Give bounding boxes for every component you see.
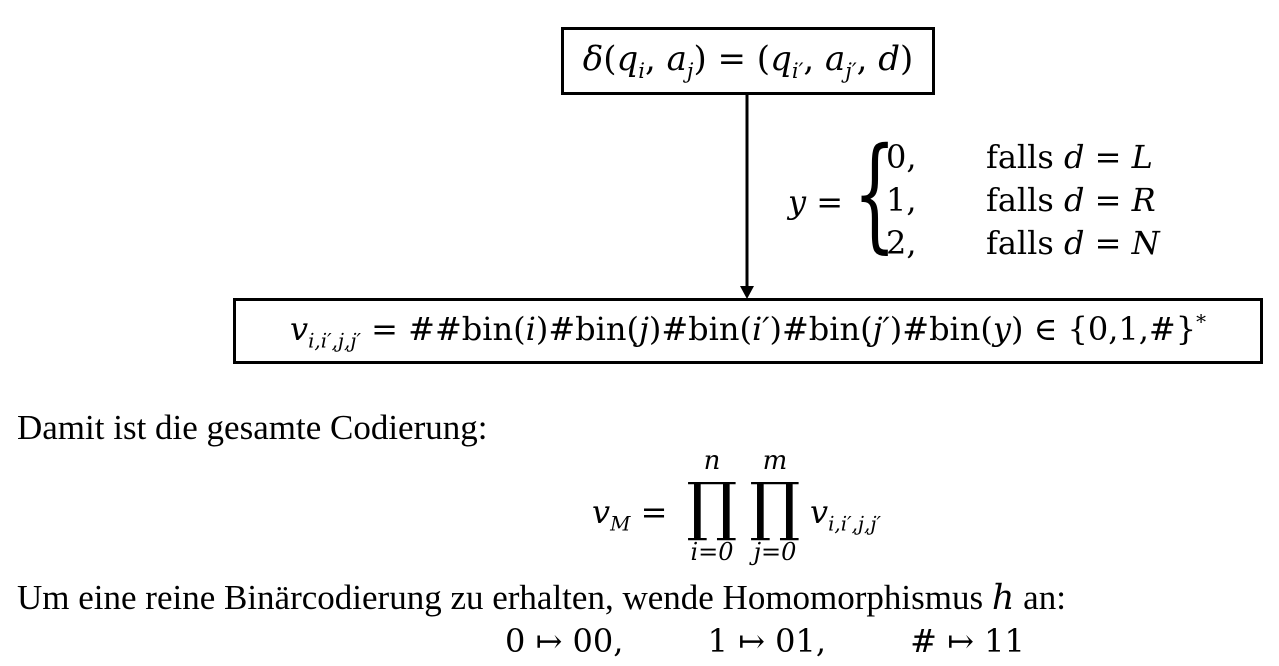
total-encoding-formula: vM = n ∏ i=0 m ∏ j=0 vi,i′,j,j′ [592, 448, 922, 568]
homomorphism-intro-text: Um eine reine Binärcodierung zu erhalten… [17, 578, 1066, 618]
encoding-intro-text: Damit ist die gesamte Codierung: [17, 408, 488, 447]
left-brace: { [853, 122, 897, 266]
case-row: 2, falls d = N [886, 224, 1160, 262]
transition-formula: δ(qi, aj) = (qi′, aj′, d) [582, 39, 914, 83]
encoding-box: vi,i′,j,j′ = ##bin(i)#bin(j)#bin(i′)#bin… [233, 298, 1263, 364]
homomorphism-mapping: 0 ↦ 00, 1 ↦ 01, # ↦ 11 [505, 622, 1025, 660]
product-operator: m ∏ j=0 [749, 446, 801, 566]
transition-box: δ(qi, aj) = (qi′, aj′, d) [561, 27, 935, 95]
mapping-item: # ↦ 11 [910, 622, 1025, 660]
cases-lhs: y = [788, 183, 844, 221]
mapping-item: 0 ↦ 00, [505, 622, 624, 660]
vm-rhs: vi,i′,j,j′ [810, 493, 881, 536]
case-row: 0, falls d = L [886, 138, 1153, 176]
product-operator: n ∏ i=0 [686, 446, 738, 566]
encoding-formula: vi,i′,j,j′ = ##bin(i)#bin(j)#bin(i′)#bin… [290, 309, 1206, 353]
case-row: 1, falls d = R [886, 181, 1156, 219]
mapping-item: 1 ↦ 01, [707, 622, 826, 660]
vm-lhs: vM = [592, 493, 668, 536]
